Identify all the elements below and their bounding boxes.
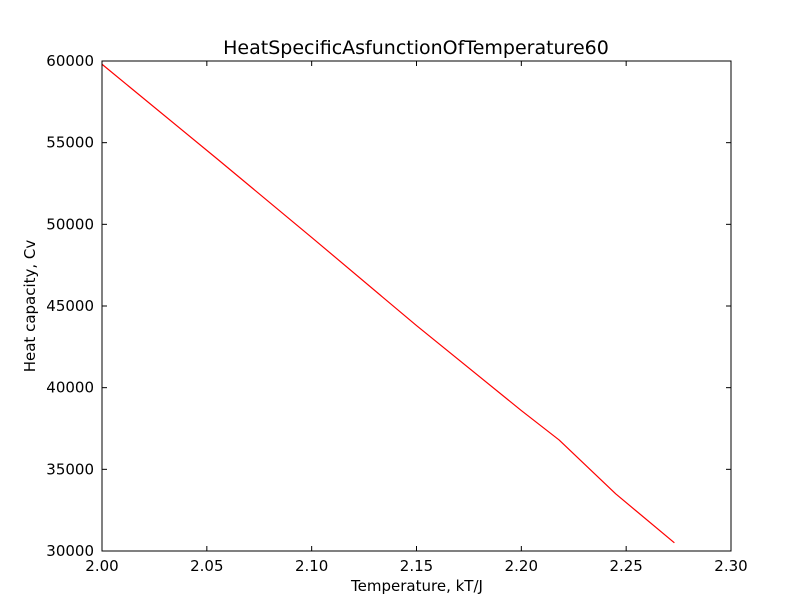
x-axis-label: Temperature, kT/J	[350, 577, 483, 595]
y-axis-label: Heat capacity, Cv	[21, 240, 39, 373]
x-tick-label: 2.05	[190, 557, 223, 575]
plot-area	[101, 60, 732, 552]
series-line-0	[101, 63, 675, 544]
axes-frame	[101, 60, 732, 552]
x-tick-label: 2.00	[85, 557, 118, 575]
y-tick-label: 60000	[46, 52, 94, 70]
y-tick-label: 45000	[46, 297, 94, 315]
x-tick-label: 2.30	[714, 557, 747, 575]
x-tick-label: 2.15	[400, 557, 433, 575]
y-axis-ticks: 30000 35000 40000 45000 50000 55000 60000	[46, 52, 731, 560]
y-tick-label: 30000	[46, 542, 94, 560]
y-tick-label: 40000	[46, 379, 94, 397]
x-tick-label: 2.20	[505, 557, 538, 575]
y-tick-label: 50000	[46, 215, 94, 233]
y-tick-label: 55000	[46, 134, 94, 152]
x-tick-label: 2.10	[295, 557, 328, 575]
y-tick-label: 35000	[46, 460, 94, 478]
x-tick-label: 2.25	[609, 557, 642, 575]
x-axis-ticks: 2.00 2.05 2.10 2.15 2.20 2.25 2.30	[85, 61, 748, 575]
chart-title: HeatSpecificAsfunctionOfTemperature60	[223, 37, 609, 59]
